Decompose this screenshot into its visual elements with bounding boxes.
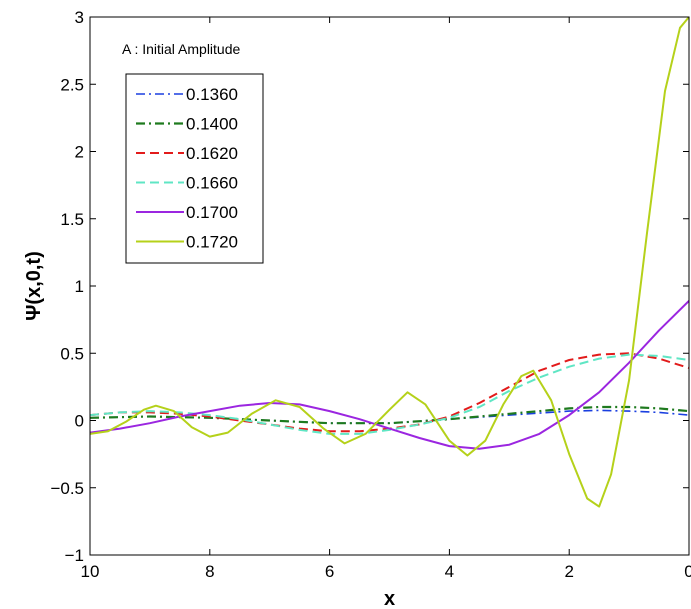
y-tick-label: −1 bbox=[65, 546, 84, 565]
legend-items: 0.1360 0.1400 0.1620 0.1660 0.1700 0.1720 bbox=[136, 85, 238, 252]
series-line-2 bbox=[90, 405, 689, 425]
chart-annotation: A : Initial Amplitude bbox=[122, 41, 241, 57]
legend-entry-label: 0.1360 bbox=[186, 85, 238, 104]
legend: 0.1360 0.1400 0.1620 0.1660 0.1700 0.1720 bbox=[125, 73, 264, 264]
x-axis-label: x bbox=[384, 588, 395, 609]
legend-entry-label: 0.1620 bbox=[186, 144, 238, 163]
x-tick-label: 6 bbox=[325, 562, 334, 581]
y-tick-label: 3 bbox=[75, 8, 84, 27]
series-layer bbox=[90, 17, 689, 508]
y-tick-label: 2.5 bbox=[60, 75, 84, 94]
x-tick-label: 2 bbox=[564, 562, 573, 581]
legend-entry-label: 0.1400 bbox=[186, 115, 238, 134]
y-tick-label: 1.5 bbox=[60, 210, 84, 229]
legend-entry-label: 0.1660 bbox=[186, 174, 238, 193]
legend-entry-label: 0.1720 bbox=[186, 233, 238, 252]
y-axis-label: Ψ(x,0,t) bbox=[23, 251, 45, 321]
series-line-4 bbox=[90, 353, 689, 435]
series-line-5 bbox=[90, 300, 689, 450]
series-line-6 bbox=[90, 17, 689, 508]
legend-entry-label: 0.1700 bbox=[186, 203, 238, 222]
y-tick-label: −0.5 bbox=[50, 479, 84, 498]
x-axis: 10 8 6 4 2 0 bbox=[81, 17, 691, 581]
y-tick-label: 1 bbox=[75, 277, 84, 296]
x-tick-label: 4 bbox=[445, 562, 454, 581]
x-tick-label: 10 bbox=[81, 562, 100, 581]
x-tick-label: 8 bbox=[205, 562, 214, 581]
x-tick-label: 0 bbox=[684, 562, 691, 581]
y-tick-label: 0 bbox=[75, 412, 84, 431]
y-tick-label: 2 bbox=[75, 143, 84, 162]
y-tick-label: 0.5 bbox=[60, 344, 84, 363]
legend-box bbox=[125, 73, 264, 264]
y-axis: −1 −0.5 0 0.5 1 1.5 2 2.5 3 bbox=[50, 8, 689, 565]
